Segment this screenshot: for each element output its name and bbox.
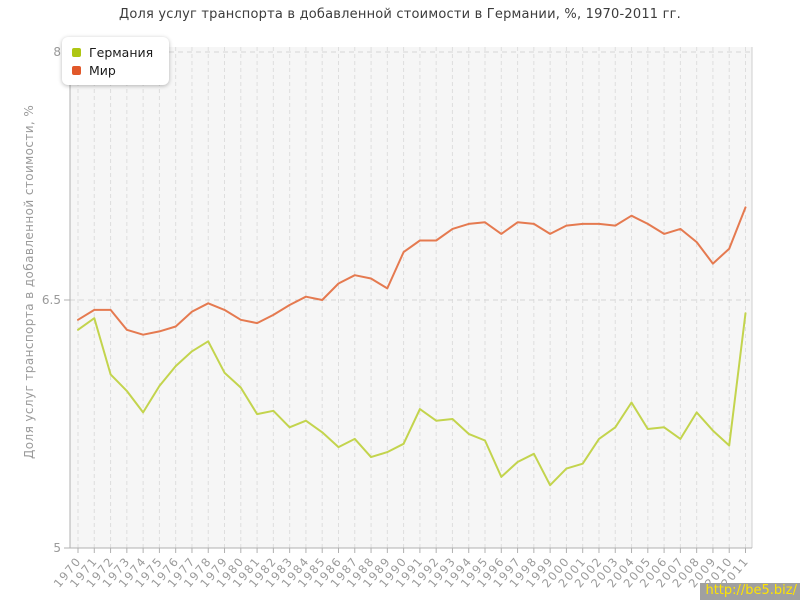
plot-background xyxy=(70,47,752,548)
legend: Германия Мир xyxy=(62,37,170,85)
horizontal-gridlines xyxy=(70,51,752,301)
y-tick-label: 8 xyxy=(53,45,61,59)
legend-label-world: Мир xyxy=(89,62,116,78)
watermark-link[interactable]: http://be5.biz/ xyxy=(700,583,800,600)
axes xyxy=(64,47,752,553)
y-tick-label: 6.5 xyxy=(42,293,61,307)
series-line-germany xyxy=(77,312,747,487)
y-axis-title: Доля услуг транспорта в добавленной стои… xyxy=(22,104,36,459)
legend-label-germany: Германия xyxy=(89,44,154,60)
germany-series-swatch xyxy=(72,47,81,57)
x-tick-labels: 1970197119721973197419751976197719781979… xyxy=(51,554,752,590)
chart-title: Доля услуг транспорта в добавленной стои… xyxy=(118,7,681,22)
world-series-swatch xyxy=(72,65,81,75)
series-line-world xyxy=(77,206,747,336)
legend-item-world[interactable]: Мир xyxy=(72,61,153,79)
y-tick-label: 5 xyxy=(53,541,61,555)
y-tick-labels: 56.58 xyxy=(42,45,61,555)
legend-item-germany[interactable]: Германия xyxy=(72,43,153,61)
